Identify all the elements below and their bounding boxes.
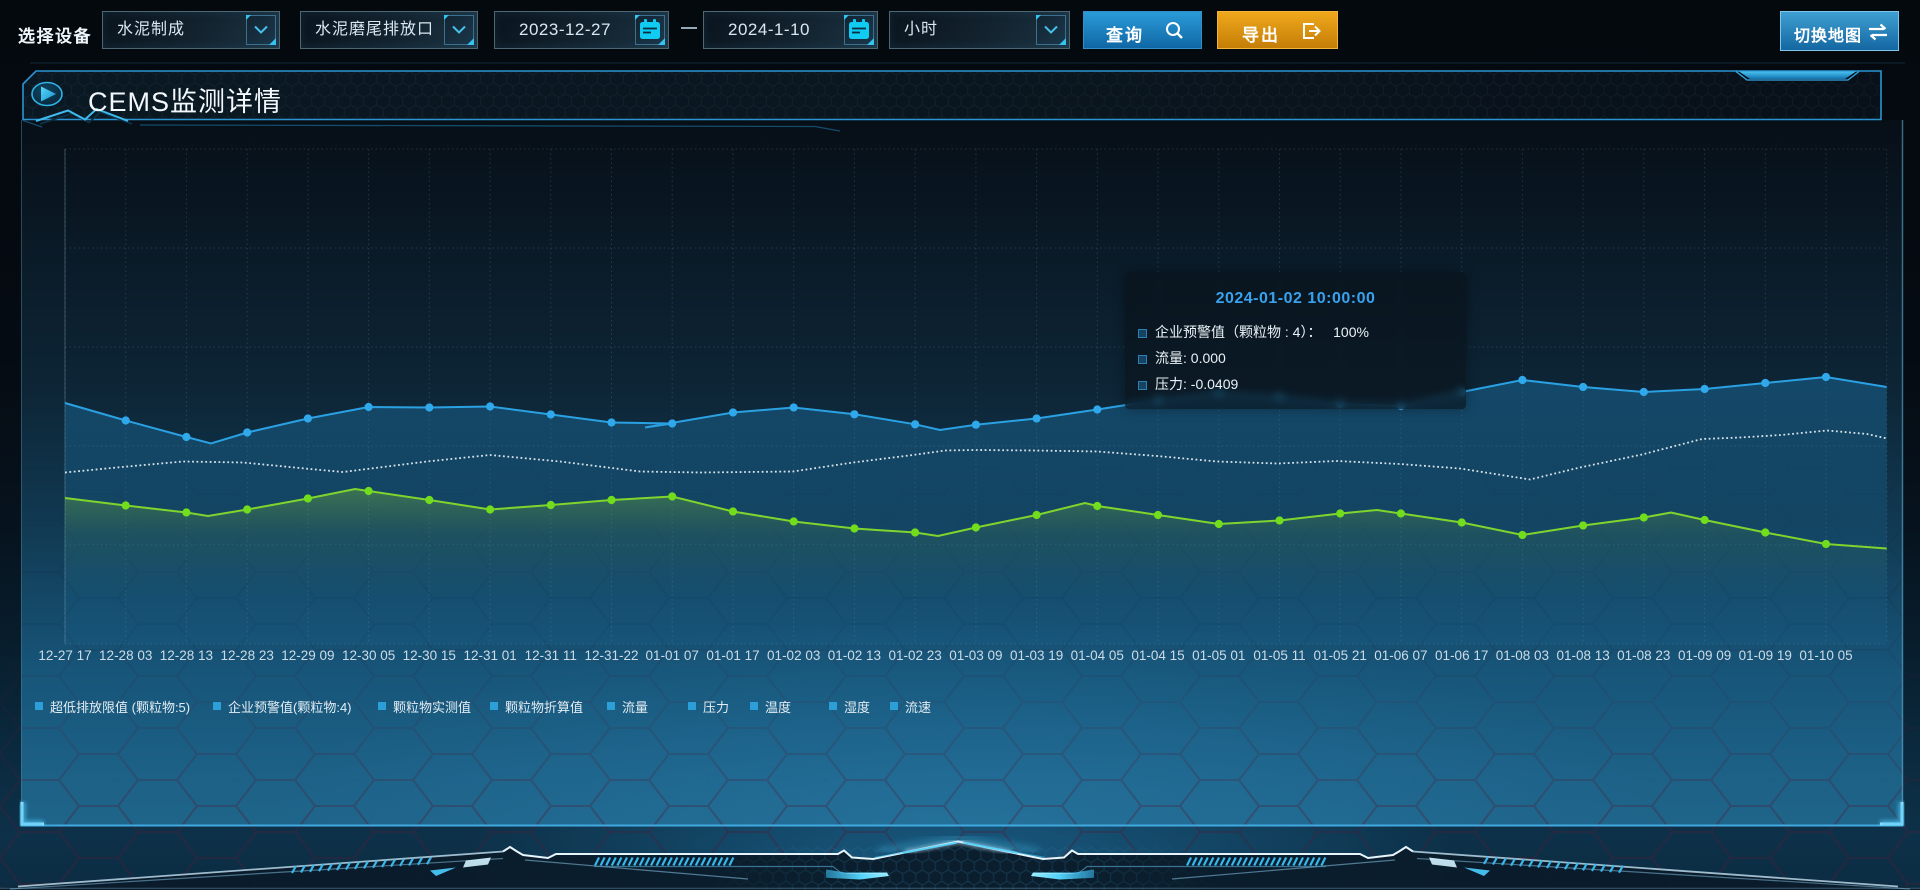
- svg-text:12-28 13: 12-28 13: [160, 648, 213, 663]
- svg-text:01-09 19: 01-09 19: [1739, 648, 1792, 663]
- svg-text:12-27 17: 12-27 17: [38, 648, 91, 663]
- svg-text:01-05 11: 01-05 11: [1253, 648, 1305, 663]
- svg-text:01-10 05: 01-10 05: [1799, 648, 1852, 663]
- svg-text:01-03 19: 01-03 19: [1010, 648, 1063, 663]
- svg-text:01-02 13: 01-02 13: [828, 648, 881, 663]
- svg-text:12-31-22: 12-31-22: [584, 648, 638, 663]
- svg-text:01-09 09: 01-09 09: [1678, 648, 1731, 663]
- svg-text:12-30 15: 12-30 15: [403, 648, 456, 663]
- svg-text:01-08 03: 01-08 03: [1496, 648, 1549, 663]
- svg-text:01-06 07: 01-06 07: [1374, 648, 1427, 663]
- svg-text:01-02 23: 01-02 23: [888, 648, 941, 663]
- svg-text:01-02 03: 01-02 03: [767, 648, 820, 663]
- svg-text:01-01 17: 01-01 17: [706, 648, 759, 663]
- svg-text:12-29 09: 12-29 09: [281, 648, 334, 663]
- svg-text:01-05 01: 01-05 01: [1192, 648, 1245, 663]
- svg-text:12-28 23: 12-28 23: [221, 648, 274, 663]
- svg-text:12-28 03: 12-28 03: [99, 648, 152, 663]
- svg-text:01-04 05: 01-04 05: [1071, 648, 1124, 663]
- svg-text:01-08 13: 01-08 13: [1556, 648, 1609, 663]
- svg-text:12-31 11: 12-31 11: [525, 648, 577, 663]
- svg-text:01-04 15: 01-04 15: [1131, 648, 1184, 663]
- svg-text:01-06 17: 01-06 17: [1435, 648, 1488, 663]
- svg-text:12-30 05: 12-30 05: [342, 648, 395, 663]
- svg-text:01-01 07: 01-01 07: [646, 648, 699, 663]
- svg-text:01-05 21: 01-05 21: [1314, 648, 1367, 663]
- svg-text:01-08 23: 01-08 23: [1617, 648, 1670, 663]
- svg-text:12-31 01: 12-31 01: [463, 648, 516, 663]
- svg-text:01-03 09: 01-03 09: [949, 648, 1002, 663]
